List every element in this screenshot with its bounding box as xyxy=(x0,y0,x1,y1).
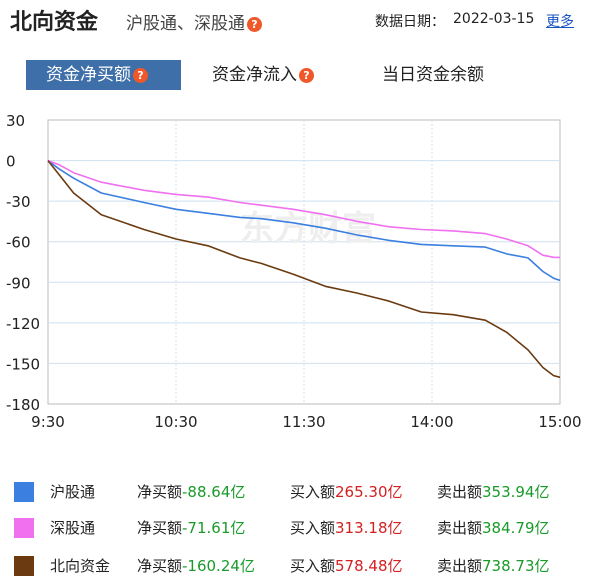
buy-label: 买入额 xyxy=(290,483,336,501)
net-label: 净买额 xyxy=(137,483,183,501)
tab-net-inflow[interactable]: 资金净流入? xyxy=(212,60,314,90)
date-label: 数据日期： xyxy=(375,14,445,30)
sell-label: 卖出额 xyxy=(437,557,483,575)
net-label: 净买额 xyxy=(137,557,183,575)
color-swatch xyxy=(14,556,34,576)
y-tick-label: -120 xyxy=(6,315,40,333)
buy-amount: 买入额578.48亿 xyxy=(290,555,403,576)
net-value: -88.64亿 xyxy=(182,483,246,501)
page-title: 北向资金 xyxy=(10,10,99,35)
series-name: 沪股通 xyxy=(50,483,96,501)
tab-label: 资金净买额 xyxy=(46,65,131,85)
tab-daily-balance[interactable]: 当日资金余额 xyxy=(382,60,484,90)
subtitle-text: 沪股通、深股通 xyxy=(126,14,245,34)
sell-label: 卖出额 xyxy=(437,483,483,501)
net-buy: 净买额-88.64亿 xyxy=(137,481,245,502)
buy-value: 265.30亿 xyxy=(335,483,403,501)
buy-value: 578.48亿 xyxy=(335,557,403,575)
x-tick-label: 9:30 xyxy=(31,413,65,431)
sell-value: 353.94亿 xyxy=(482,483,550,501)
y-tick-label: -60 xyxy=(6,234,31,252)
x-tick-label: 14:00 xyxy=(410,413,453,431)
series-line-3 xyxy=(47,160,561,379)
buy-amount: 买入额265.30亿 xyxy=(290,481,403,502)
tab-bar: 资金净买额? 资金净流入? 当日资金余额 xyxy=(0,60,600,90)
subtitle: 沪股通、深股通? xyxy=(126,9,262,34)
sell-amount: 卖出额384.79亿 xyxy=(437,517,550,538)
x-tick-label: 15:00 xyxy=(538,413,581,431)
header: 北向资金 沪股通、深股通? 数据日期： 2022-03-15 更多 xyxy=(0,0,600,40)
legend-row: 北向资金 净买额-160.24亿 买入额578.48亿 卖出额738.73亿 xyxy=(0,546,600,580)
tab-label: 当日资金余额 xyxy=(382,65,484,85)
watermark: 东方财富 xyxy=(240,209,376,249)
series-name: 北向资金 xyxy=(50,557,111,575)
sell-amount: 卖出额738.73亿 xyxy=(437,555,550,576)
x-tick-label: 10:30 xyxy=(154,413,197,431)
net-label: 净买额 xyxy=(137,519,183,537)
y-tick-label: 0 xyxy=(6,153,16,171)
series-line-2 xyxy=(47,159,561,259)
buy-label: 买入额 xyxy=(290,557,336,575)
tab-net-buy[interactable]: 资金净买额? xyxy=(26,60,181,90)
tab-label: 资金净流入 xyxy=(212,65,297,85)
y-tick-label: -90 xyxy=(6,274,31,292)
question-icon[interactable]: ? xyxy=(247,17,262,32)
buy-value: 313.18亿 xyxy=(335,519,403,537)
sell-label: 卖出额 xyxy=(437,519,483,537)
buy-amount: 买入额313.18亿 xyxy=(290,517,403,538)
net-buy: 净买额-71.61亿 xyxy=(137,517,245,538)
buy-label: 买入额 xyxy=(290,519,336,537)
question-icon[interactable]: ? xyxy=(299,68,314,83)
question-icon[interactable]: ? xyxy=(133,68,148,83)
y-tick-label: -150 xyxy=(6,355,40,373)
y-tick-label: -30 xyxy=(6,193,31,211)
net-value: -71.61亿 xyxy=(182,519,246,537)
sell-value: 738.73亿 xyxy=(482,557,550,575)
legend-row: 深股通 净买额-71.61亿 买入额313.18亿 卖出额384.79亿 xyxy=(0,508,600,542)
y-tick-label: 30 xyxy=(6,112,25,130)
sell-amount: 卖出额353.94亿 xyxy=(437,481,550,502)
x-tick-label: 11:30 xyxy=(282,413,325,431)
color-swatch xyxy=(14,482,34,502)
net-buy: 净买额-160.24亿 xyxy=(137,555,255,576)
series-line-1 xyxy=(47,159,561,282)
y-tick-label: -180 xyxy=(6,396,40,414)
series-name: 深股通 xyxy=(50,519,96,537)
net-value: -160.24亿 xyxy=(182,557,255,575)
color-swatch xyxy=(14,518,34,538)
more-link[interactable]: 更多 xyxy=(546,14,574,30)
sell-value: 384.79亿 xyxy=(482,519,550,537)
date-value: 2022-03-15 xyxy=(453,11,535,27)
legend-row: 沪股通 净买额-88.64亿 买入额265.30亿 卖出额353.94亿 xyxy=(0,472,600,506)
